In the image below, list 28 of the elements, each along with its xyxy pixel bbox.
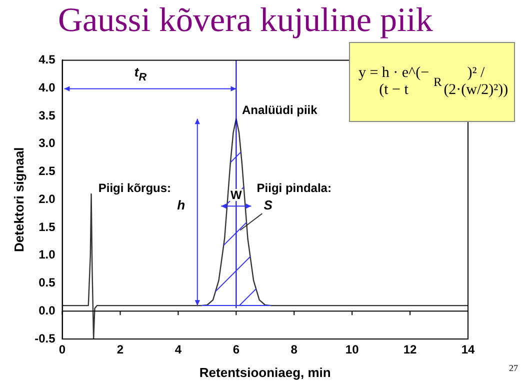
x-tick-label: 4 — [174, 342, 182, 357]
y-tick-label: 3.0 — [38, 136, 56, 150]
y-tick-label: 4.5 — [38, 52, 56, 67]
x-axis-title: Retentsiooniaeg, min — [199, 364, 331, 380]
x-tick-label: 8 — [290, 342, 298, 357]
y-tick-label: 3.5 — [38, 108, 56, 122]
y-tick-label: -0.5 — [34, 331, 56, 346]
x-tick-label: 14 — [461, 342, 475, 357]
x-tick-label: 10 — [345, 342, 360, 357]
annotation: t$_{R}$ — [134, 64, 147, 84]
y-tick-label: 1.5 — [38, 220, 56, 234]
y-tick-label: 0.5 — [38, 276, 56, 290]
text: 27 — [509, 363, 518, 373]
x-tick-label: 6 — [232, 342, 240, 357]
annotation: Analüüdi piik — [242, 103, 318, 118]
y-tick-label: 2.0 — [38, 192, 56, 206]
x-tick-label: 2 — [116, 342, 124, 357]
y-tick-label: 1.0 — [38, 248, 56, 262]
x-tick-label: 12 — [403, 342, 418, 357]
annotation: Piigi pindala: — [256, 181, 332, 196]
y-tick-label: 0.0 — [38, 303, 56, 318]
y-axis-title: Detektori signaal — [11, 147, 26, 252]
annotation: Piigi kõrgus: — [98, 181, 172, 196]
chart-title: Gaussi kõvera kujuline piik — [58, 2, 433, 40]
x-tick-label: 0 — [58, 342, 66, 357]
y-tick-label: 2.5 — [38, 164, 56, 178]
y-tick-label: 4.0 — [38, 80, 56, 94]
annotation: h — [177, 198, 186, 213]
